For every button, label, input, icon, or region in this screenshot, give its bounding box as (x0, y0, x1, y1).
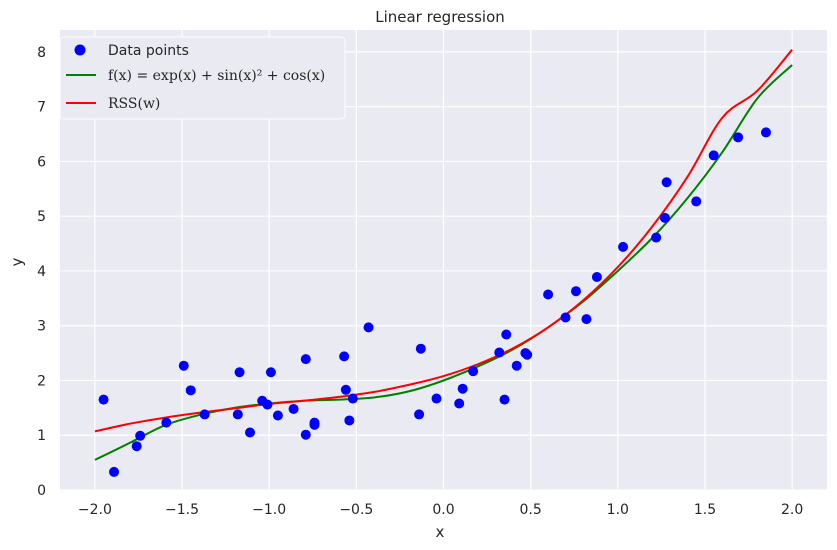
x-tick-label: −2.0 (78, 502, 112, 518)
data-point (262, 399, 273, 410)
data-point (651, 232, 662, 243)
data-point (234, 367, 245, 378)
data-point (501, 329, 512, 340)
x-tick-label: 0.0 (432, 502, 454, 518)
data-point (135, 430, 146, 441)
y-tick-label: 3 (37, 319, 46, 335)
x-tick-label: 0.5 (520, 502, 542, 518)
data-point (522, 349, 533, 360)
data-point (185, 385, 196, 396)
fx-curve (94, 64, 793, 461)
data-point (347, 393, 358, 404)
data-point (415, 343, 426, 354)
data-point (178, 360, 189, 371)
data-point (468, 366, 479, 377)
data-point (288, 403, 299, 414)
y-axis-ticks: 0 1 2 3 4 5 6 7 8 (37, 45, 46, 499)
y-tick-label: 0 (37, 483, 46, 499)
y-tick-label: 7 (37, 100, 46, 116)
data-point (272, 410, 283, 421)
data-point (691, 196, 702, 207)
data-point (454, 398, 465, 409)
legend-points-marker (74, 44, 86, 56)
data-points (98, 127, 771, 477)
y-tick-label: 1 (37, 428, 46, 444)
x-axis-ticks: −2.0 −1.5 −1.0 −0.5 0.0 0.5 1.0 1.5 2.0 (78, 502, 803, 518)
x-tick-label: −0.5 (339, 502, 373, 518)
legend-fx-label: f(x) = exp(x) + sin(x)² + cos(x) (108, 68, 325, 84)
chart-title: Linear regression (375, 8, 505, 26)
data-point (733, 132, 744, 143)
legend: Data points f(x) = exp(x) + sin(x)² + co… (59, 36, 346, 120)
data-point (363, 322, 374, 333)
data-point (661, 177, 672, 188)
data-point (543, 289, 554, 300)
x-tick-label: 1.0 (607, 502, 629, 518)
data-point (431, 393, 442, 404)
data-point (499, 394, 510, 405)
data-point (760, 127, 771, 138)
data-point (457, 383, 468, 394)
data-point (265, 367, 276, 378)
data-point (245, 427, 256, 438)
data-point (591, 271, 602, 282)
y-tick-label: 5 (37, 209, 46, 225)
data-point (309, 419, 320, 430)
data-point (581, 314, 592, 325)
data-point (708, 150, 719, 161)
y-tick-label: 8 (37, 45, 46, 61)
data-point (560, 312, 571, 323)
data-point (511, 360, 522, 371)
data-point (659, 212, 670, 223)
data-point (618, 241, 629, 252)
data-point (109, 466, 120, 477)
data-point (232, 409, 243, 420)
y-tick-label: 6 (37, 154, 46, 170)
rss-curve (94, 49, 793, 433)
data-point (570, 286, 581, 297)
data-point (340, 384, 351, 395)
x-tick-label: 2.0 (781, 502, 803, 518)
y-tick-label: 4 (37, 264, 46, 280)
x-tick-label: 1.5 (694, 502, 716, 518)
legend-points-label: Data points (108, 43, 189, 59)
data-point (131, 441, 142, 452)
series-lines (94, 49, 793, 461)
y-tick-label: 2 (37, 373, 46, 389)
x-tick-label: −1.0 (252, 502, 286, 518)
x-axis-label: x (436, 523, 445, 541)
legend-box (59, 36, 346, 120)
data-point (414, 409, 425, 420)
legend-rss-label: RSS(w) (108, 96, 160, 112)
data-point (161, 417, 172, 428)
data-point (98, 394, 109, 405)
data-point (344, 415, 355, 426)
data-point (300, 429, 311, 440)
data-point (199, 409, 210, 420)
data-point (339, 351, 350, 362)
x-tick-label: −1.5 (165, 502, 199, 518)
data-point (300, 354, 311, 365)
data-point (494, 347, 505, 358)
y-axis-label: y (8, 257, 26, 266)
